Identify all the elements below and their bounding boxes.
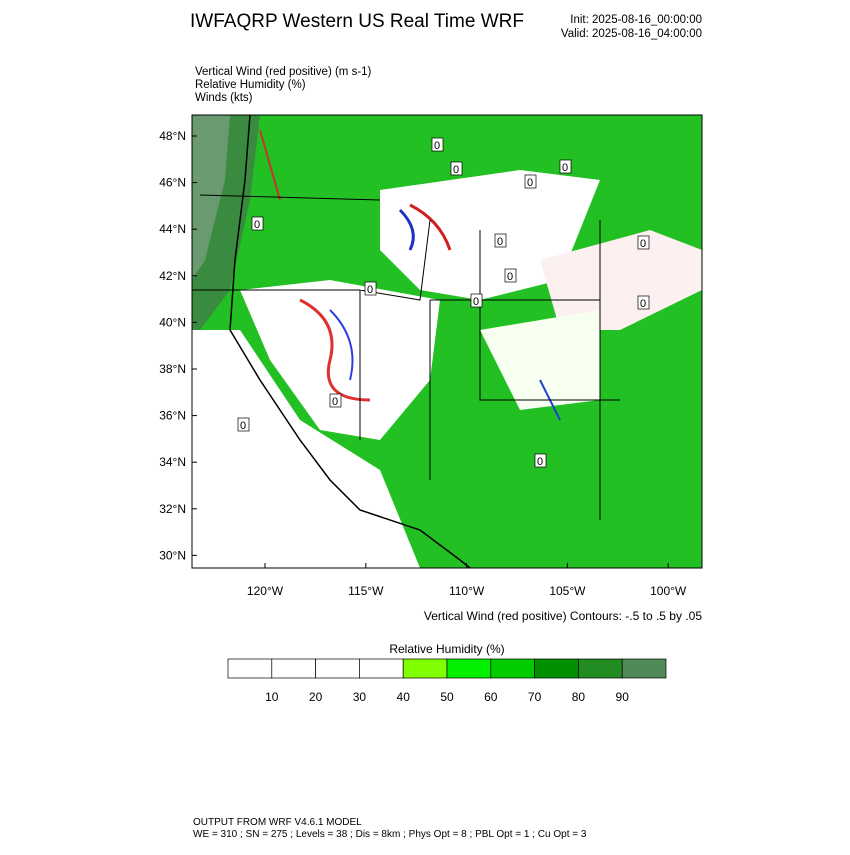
field-label: Relative Humidity (%) xyxy=(195,79,306,91)
contour-label-box xyxy=(504,268,517,283)
contour-label: 0 xyxy=(254,219,260,231)
footer-line: OUTPUT FROM WRF V4.6.1 MODEL xyxy=(193,817,362,828)
contour-label-box xyxy=(431,137,444,152)
contour-label-box xyxy=(364,281,377,296)
contour-label-box xyxy=(637,295,650,310)
colorbar-box xyxy=(359,658,404,679)
contour-label: 0 xyxy=(240,420,246,432)
colorbar-box xyxy=(578,658,623,679)
contour-label: 0 xyxy=(497,236,503,248)
lon-label: 115°W xyxy=(348,584,384,598)
init-time: Init: 2025-08-16_00:00:00 xyxy=(570,14,702,26)
colorbar-title: Relative Humidity (%) xyxy=(389,642,504,656)
lat-label: 32°N xyxy=(159,502,186,516)
colorbar-label: 10 xyxy=(265,690,279,704)
contour-label: 0 xyxy=(640,238,646,250)
contour-label: 0 xyxy=(434,140,440,152)
contour-label-box xyxy=(494,233,507,248)
contour-label: 0 xyxy=(640,298,646,310)
contour-label-box xyxy=(534,453,547,468)
contour-label: 0 xyxy=(507,271,513,283)
contour-label-box xyxy=(329,393,342,408)
contour-label: 0 xyxy=(332,396,338,408)
contour-label-box xyxy=(251,216,264,231)
colorbar-box xyxy=(271,658,316,679)
lat-label: 46°N xyxy=(159,176,186,190)
lat-label: 30°N xyxy=(159,548,186,562)
map-frame xyxy=(191,114,703,569)
lat-label: 42°N xyxy=(159,269,186,283)
colorbar-label: 50 xyxy=(440,690,454,704)
lat-label: 38°N xyxy=(159,362,186,376)
lat-label: 48°N xyxy=(159,129,186,143)
colorbar-box xyxy=(534,658,579,679)
colorbar-label: 80 xyxy=(572,690,586,704)
colorbar-box xyxy=(621,658,667,679)
contour-label-box xyxy=(237,417,250,432)
contour-label: 0 xyxy=(473,296,479,308)
colorbar-label: 20 xyxy=(309,690,323,704)
lon-label: 105°W xyxy=(549,584,586,598)
colorbar-label: 60 xyxy=(484,690,498,704)
contour-label: 0 xyxy=(562,162,568,174)
contour-label: 0 xyxy=(367,284,373,296)
contour-label-box xyxy=(559,159,572,174)
lon-label: 120°W xyxy=(247,584,284,598)
colorbar-box xyxy=(227,658,273,679)
contour-label: 0 xyxy=(453,164,459,176)
lat-label: 40°N xyxy=(159,315,186,329)
lat-label: 36°N xyxy=(159,409,186,423)
footer-line: WE = 310 ; SN = 275 ; Levels = 38 ; Dis … xyxy=(193,829,587,840)
colorbar-label: 70 xyxy=(528,690,542,704)
lon-label: 100°W xyxy=(650,584,687,598)
map xyxy=(192,115,702,568)
field-label: Vertical Wind (red positive) (m s-1) xyxy=(195,66,372,78)
contour-note: Vertical Wind (red positive) Contours: -… xyxy=(424,609,702,623)
contour-label-box xyxy=(524,174,537,189)
colorbar-label: 30 xyxy=(353,690,367,704)
colorbar-box xyxy=(446,658,492,679)
contour-label-box xyxy=(470,293,483,308)
colorbar-box xyxy=(490,658,535,679)
contour-label: 0 xyxy=(527,177,533,189)
contour-label: 0 xyxy=(537,456,543,468)
colorbar-box xyxy=(402,658,448,679)
valid-time: Valid: 2025-08-16_04:00:00 xyxy=(561,28,702,40)
contour-label-box xyxy=(637,235,650,250)
colorbar-label: 90 xyxy=(616,690,630,704)
contour-label-box xyxy=(450,161,463,176)
colorbar-label: 40 xyxy=(397,690,411,704)
field-label: Winds (kts) xyxy=(195,92,253,104)
lat-label: 44°N xyxy=(159,222,186,236)
colorbar-box xyxy=(315,658,360,679)
lat-label: 34°N xyxy=(159,455,186,469)
lon-label: 110°W xyxy=(449,584,485,598)
title: IWFAQRP Western US Real Time WRF xyxy=(190,11,524,32)
